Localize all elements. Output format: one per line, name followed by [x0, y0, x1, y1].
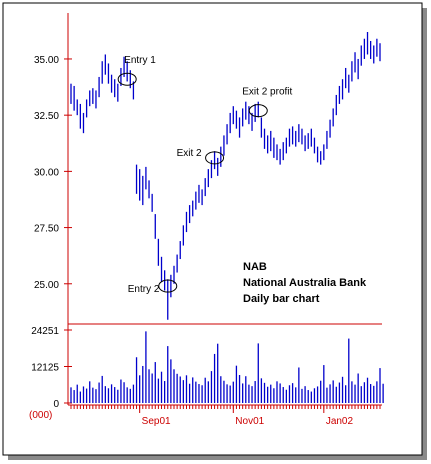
volume-bars — [70, 331, 384, 403]
annotation-ellipse — [117, 72, 137, 86]
chart-subtitle-line-2: Daily bar chart — [243, 293, 320, 305]
price-tick-label: 32.50 — [34, 111, 59, 122]
price-tick-label: 30.00 — [34, 167, 59, 178]
annotation-ellipse — [205, 151, 225, 165]
price-tick-label: 25.00 — [34, 280, 59, 291]
date-tick-label: Sep01 — [142, 416, 171, 427]
chart-subtitle-line-1: National Australia Bank — [243, 277, 367, 289]
date-tick-label: Jan02 — [326, 416, 354, 427]
date-axis-ticks: Sep01 Nov01 Jan02 — [70, 405, 381, 427]
volume-tick-label: 12125 — [31, 363, 59, 374]
annotation-ellipse — [248, 104, 268, 118]
annotation-label: Entry 1 — [124, 55, 156, 66]
date-tick-label: Nov01 — [235, 416, 264, 427]
price-bars — [70, 31, 381, 320]
volume-tick-label: 0 — [53, 399, 59, 410]
annotation-label: Exit 2 profit — [242, 87, 292, 98]
annotation-ellipse — [158, 279, 178, 293]
volume-unit-label: (000) — [29, 410, 52, 421]
annotation-label: Entry 2 — [128, 284, 160, 295]
price-tick-label: 27.50 — [34, 224, 59, 235]
volume-tick-label: 24251 — [31, 326, 59, 337]
annotation-label: Exit 2 — [177, 148, 202, 159]
volume-axis-ticks: 24251 12125 0 — [31, 326, 72, 410]
trade-annotations: Entry 1 Exit 2 Exit 2 profit Entry 2 — [117, 55, 293, 295]
price-axis-ticks: 35.00 32.50 30.00 27.50 25.00 — [34, 55, 72, 291]
price-tick-label: 35.00 — [34, 55, 59, 66]
panel — [2, 2, 423, 456]
chart-title: NAB — [243, 261, 267, 273]
